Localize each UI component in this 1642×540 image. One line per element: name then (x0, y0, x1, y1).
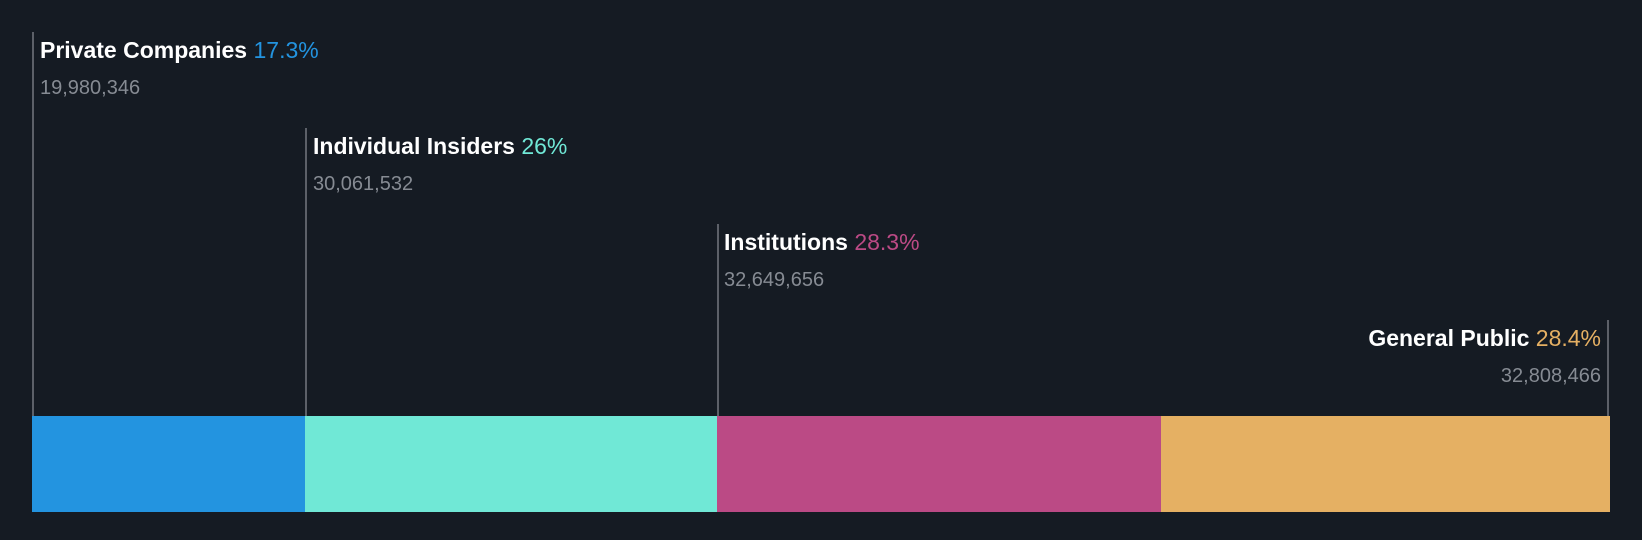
segment-general-public (1161, 416, 1610, 512)
label-private-companies: Private Companies 17.3% 19,980,346 (40, 36, 319, 100)
segment-name: General Public (1368, 325, 1530, 351)
segment-shares: 30,061,532 (313, 173, 414, 195)
segment-shares: 32,649,656 (724, 269, 825, 291)
segment-percent: 17.3% (253, 37, 319, 63)
segment-private-companies (32, 416, 305, 512)
leader-line-general-public (1607, 320, 1609, 416)
segment-name: Individual Insiders (313, 133, 515, 159)
segment-percent: 26% (521, 133, 568, 159)
leader-line-institutions (717, 224, 719, 416)
label-institutions: Institutions 28.3% 32,649,656 (724, 228, 920, 292)
segment-shares: 32,808,466 (1500, 365, 1601, 387)
segment-shares: 19,980,346 (40, 77, 141, 99)
leader-line-individual-insiders (305, 128, 307, 416)
leader-line-private-companies (32, 32, 34, 416)
segment-individual-insiders (305, 416, 717, 512)
label-general-public: General Public 28.4% 32,808,466 (1368, 324, 1601, 388)
segment-institutions (717, 416, 1161, 512)
segment-name: Institutions (724, 229, 848, 255)
segment-percent: 28.3% (854, 229, 920, 255)
segment-name: Private Companies (40, 37, 248, 63)
segment-percent: 28.4% (1535, 325, 1601, 351)
label-individual-insiders: Individual Insiders 26% 30,061,532 (313, 132, 567, 196)
